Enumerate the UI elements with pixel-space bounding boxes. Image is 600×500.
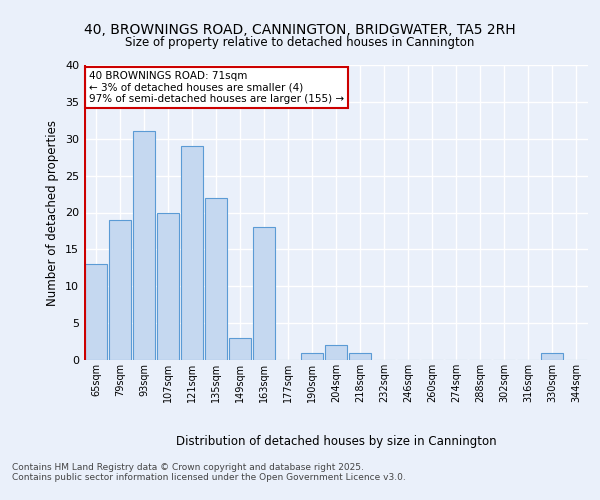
Bar <box>85 264 107 360</box>
Bar <box>253 227 275 360</box>
Text: Contains HM Land Registry data © Crown copyright and database right 2025.: Contains HM Land Registry data © Crown c… <box>12 462 364 471</box>
Text: Size of property relative to detached houses in Cannington: Size of property relative to detached ho… <box>125 36 475 49</box>
Bar <box>229 338 251 360</box>
Bar <box>325 345 347 360</box>
Text: 40 BROWNINGS ROAD: 71sqm
← 3% of detached houses are smaller (4)
97% of semi-det: 40 BROWNINGS ROAD: 71sqm ← 3% of detache… <box>89 71 344 104</box>
Bar <box>109 220 131 360</box>
Y-axis label: Number of detached properties: Number of detached properties <box>46 120 59 306</box>
Text: Contains public sector information licensed under the Open Government Licence v3: Contains public sector information licen… <box>12 472 406 482</box>
Bar <box>205 198 227 360</box>
Text: Distribution of detached houses by size in Cannington: Distribution of detached houses by size … <box>176 435 496 448</box>
Bar <box>349 352 371 360</box>
Text: 40, BROWNINGS ROAD, CANNINGTON, BRIDGWATER, TA5 2RH: 40, BROWNINGS ROAD, CANNINGTON, BRIDGWAT… <box>84 22 516 36</box>
Bar <box>301 352 323 360</box>
Bar <box>541 352 563 360</box>
Bar <box>181 146 203 360</box>
Bar <box>157 212 179 360</box>
Bar <box>133 132 155 360</box>
